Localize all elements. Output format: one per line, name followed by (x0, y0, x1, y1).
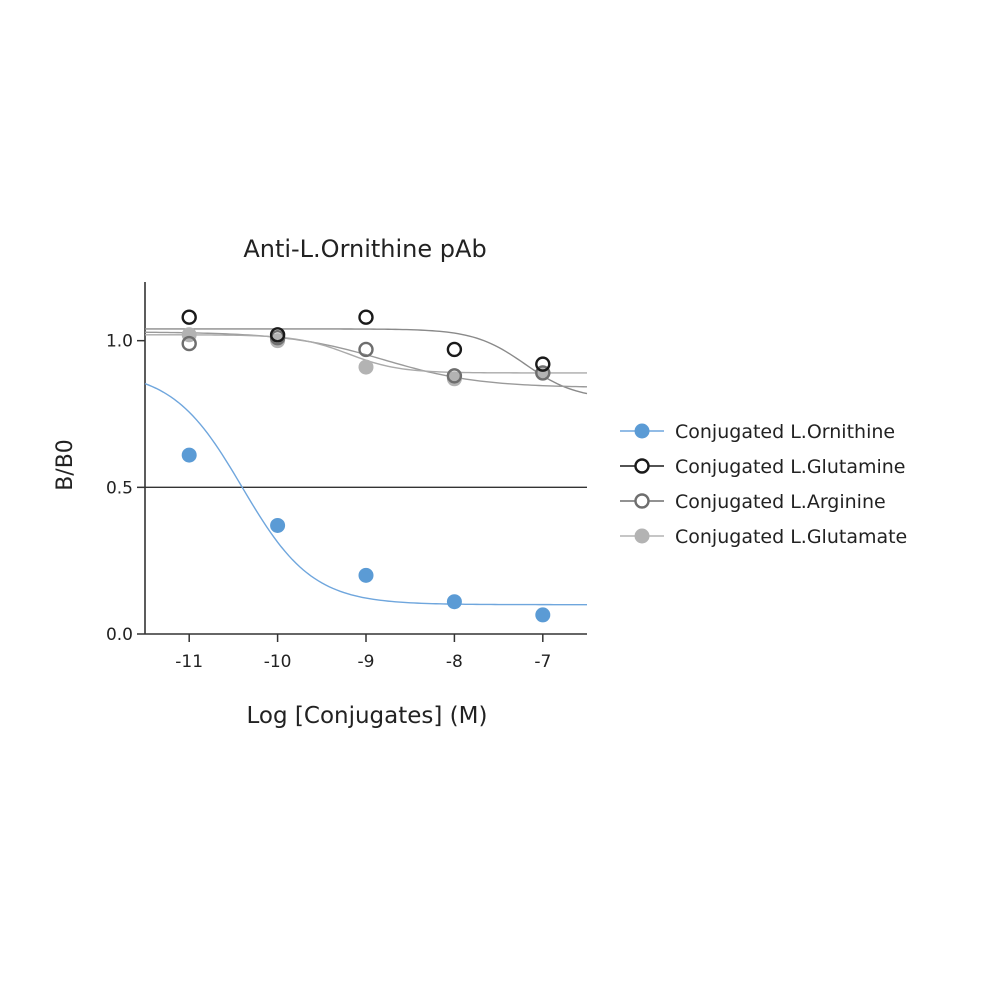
y-axis-label: B/B0 (53, 439, 78, 491)
y-tick-label: 1.0 (106, 332, 133, 352)
data-point (446, 368, 463, 384)
y-tick-label: 0.0 (106, 625, 133, 645)
legend-label: Conjugated L.Glutamine (675, 456, 905, 478)
x-tick-label: -7 (534, 652, 551, 672)
data-point (358, 359, 374, 375)
fit-curve (144, 331, 588, 388)
legend-label: Conjugated L.Arginine (675, 491, 886, 513)
data-point (358, 341, 374, 358)
x-axis-label: Log [Conjugates] (M) (247, 703, 488, 729)
y-tick-label: 0.5 (106, 478, 133, 498)
plot-area: 0.0 0.5 1.0 -11 -10 -9 -8 -7 (106, 282, 588, 672)
x-tick-label: -10 (264, 652, 292, 672)
legend-marker (634, 423, 650, 439)
data-point (358, 309, 374, 325)
x-tick-label: -9 (358, 652, 375, 672)
legend-label: Conjugated L.Glutamate (675, 526, 907, 548)
legend-label: Conjugated L.Ornithine (675, 421, 895, 443)
data-point (181, 447, 197, 463)
chart-title: Anti-L.Ornithine pAb (243, 235, 486, 263)
fit-curve (144, 382, 587, 606)
data-point (358, 567, 374, 583)
legend-marker (634, 493, 650, 509)
x-tick-label: -8 (446, 652, 463, 672)
fit-curve (145, 328, 588, 395)
legend-marker (634, 528, 650, 544)
data-point (535, 365, 551, 381)
legend: Conjugated L.Ornithine Conjugated L.Gluta… (620, 421, 907, 548)
data-point (535, 356, 551, 372)
data-point (270, 517, 286, 533)
x-tick-label: -11 (175, 652, 203, 672)
data-point (181, 309, 197, 325)
data-point (181, 335, 197, 352)
data-point (269, 327, 286, 343)
legend-marker (634, 458, 650, 474)
data-point (446, 341, 463, 358)
data-point (535, 607, 551, 623)
data-point (446, 594, 462, 610)
